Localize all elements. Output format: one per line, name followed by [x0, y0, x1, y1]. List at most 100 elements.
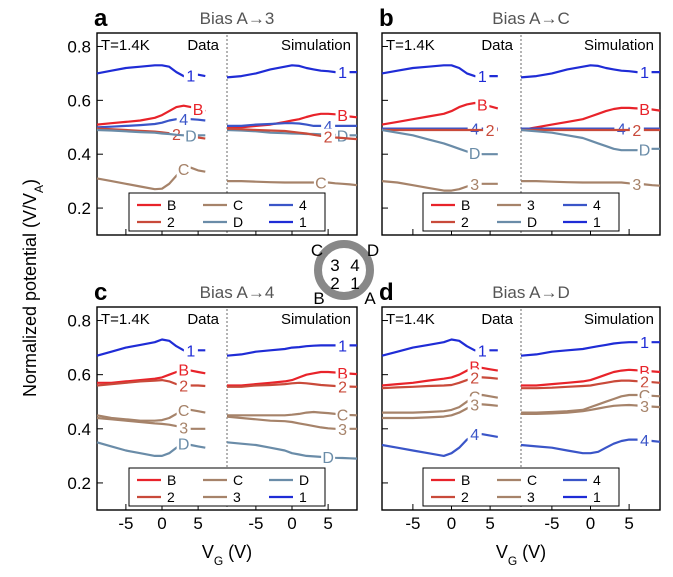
label-mask	[191, 100, 206, 117]
legend: B C D 2 3 1	[128, 467, 326, 507]
sim-label-B: B	[337, 108, 348, 125]
legend-box	[422, 192, 620, 232]
data-label-4: 4	[179, 112, 188, 129]
legend-label: 1	[593, 489, 601, 505]
sim-line-2	[226, 127, 358, 141]
label-mask	[467, 369, 482, 386]
y-tick-label: 0.4	[67, 420, 91, 439]
corner-label: A	[364, 289, 376, 308]
sim-line-C	[227, 180, 358, 187]
data-label-1: 1	[186, 343, 195, 360]
label-mask	[637, 334, 652, 351]
legend-label: D	[299, 472, 309, 488]
legend-label: 3	[233, 489, 241, 505]
data-label: Data	[481, 37, 513, 54]
data-label-3: 3	[179, 420, 188, 437]
sim-label-4: 4	[640, 433, 649, 450]
data-label: Data	[187, 311, 219, 328]
x-tick-label: -5	[118, 514, 133, 533]
data-label-3: 3	[470, 177, 479, 194]
x-tick-label: 5	[193, 514, 202, 533]
simulation-label: Simulation	[584, 311, 654, 328]
sim-label-3: 3	[338, 422, 347, 439]
sim-label-2: 2	[338, 379, 347, 396]
panel-title: Bias A→D	[492, 283, 569, 302]
label-mask	[176, 111, 191, 128]
label-mask	[467, 175, 482, 192]
simulation-label: Simulation	[281, 37, 351, 54]
legend-label: 2	[167, 214, 175, 230]
x-axis-label: VG (V)	[496, 542, 546, 568]
legend-label: 1	[299, 214, 307, 230]
x-tick-label: 0	[157, 514, 166, 533]
x-tick-label: -5	[405, 514, 420, 533]
y-tick-label: 0.6	[67, 366, 91, 385]
y-tick-label: 0.8	[67, 37, 91, 56]
data-label-B: B	[178, 362, 189, 379]
data-label-B: B	[193, 102, 204, 119]
panel-letter: d	[379, 279, 394, 306]
data-label: Data	[187, 37, 219, 54]
sim-label-1: 1	[640, 65, 649, 82]
panel-title: Bias A→3	[200, 9, 275, 28]
legend-label: C	[233, 197, 243, 213]
data-label: Data	[481, 311, 513, 328]
sim-label-1: 1	[338, 338, 347, 355]
label-mask	[467, 426, 482, 443]
panel-letter: c	[94, 279, 107, 306]
sim-label-B: B	[639, 364, 650, 381]
label-mask	[176, 401, 191, 418]
contact-label: 3	[330, 256, 339, 275]
data-label-1: 1	[478, 343, 487, 360]
panel-title: Bias A→C	[492, 9, 569, 28]
plot-frame	[381, 32, 661, 236]
temperature-label: T=1.4K	[101, 37, 150, 54]
sim-label-B: B	[639, 102, 650, 119]
data-line-C	[382, 393, 498, 414]
temperature-label: T=1.4K	[101, 311, 150, 328]
label-mask	[176, 419, 191, 436]
data-line-2	[381, 376, 498, 390]
data-label-2: 2	[470, 370, 479, 387]
legend: B 3 4 2 D 1	[422, 192, 620, 232]
legend-label: 3	[527, 197, 535, 213]
label-mask	[467, 396, 482, 413]
data-label-D: D	[185, 128, 197, 145]
legend: B C 4 2 D 1	[128, 192, 326, 232]
contact-label: 4	[350, 256, 359, 275]
sim-label-B: B	[337, 366, 348, 383]
y-tick-label: 0.2	[67, 199, 91, 218]
data-label-1: 1	[478, 69, 487, 86]
plot-frame	[381, 306, 661, 511]
label-mask	[637, 64, 652, 81]
y-tick-label: 0.2	[67, 474, 91, 493]
y-tick-label: 0.6	[67, 91, 91, 110]
data-line-4	[381, 433, 498, 457]
data-label-B: B	[477, 97, 488, 114]
sample-ring	[314, 240, 374, 300]
sim-line-D	[226, 441, 358, 460]
data-line-B	[97, 368, 206, 384]
data-label-1: 1	[186, 68, 195, 85]
panel-a: a Bias A→3 T=1.4K Data Simulation 0.8 0.6 0.4 0.…	[67, 5, 358, 236]
data-line-3	[381, 180, 498, 192]
corner-label: B	[313, 289, 324, 308]
sample-diagram: C D B A 3 42 1	[311, 240, 379, 308]
data-label-4: 4	[470, 427, 479, 444]
label-mask	[176, 435, 191, 452]
data-line-D	[96, 441, 206, 457]
legend: B C 4 2 3 1	[422, 467, 620, 507]
label-mask	[321, 449, 336, 466]
sim-line-4	[227, 122, 357, 127]
label-mask	[467, 120, 482, 137]
data-line-4	[96, 118, 206, 129]
panel-title: Bias A→4	[200, 283, 275, 302]
data-line-B	[381, 365, 498, 387]
label-mask	[483, 121, 498, 138]
panel-letter: b	[379, 5, 394, 32]
sim-label-C: C	[315, 175, 327, 192]
label-mask	[176, 161, 191, 178]
contact-label: 1	[350, 274, 359, 293]
data-label-D: D	[469, 146, 481, 163]
